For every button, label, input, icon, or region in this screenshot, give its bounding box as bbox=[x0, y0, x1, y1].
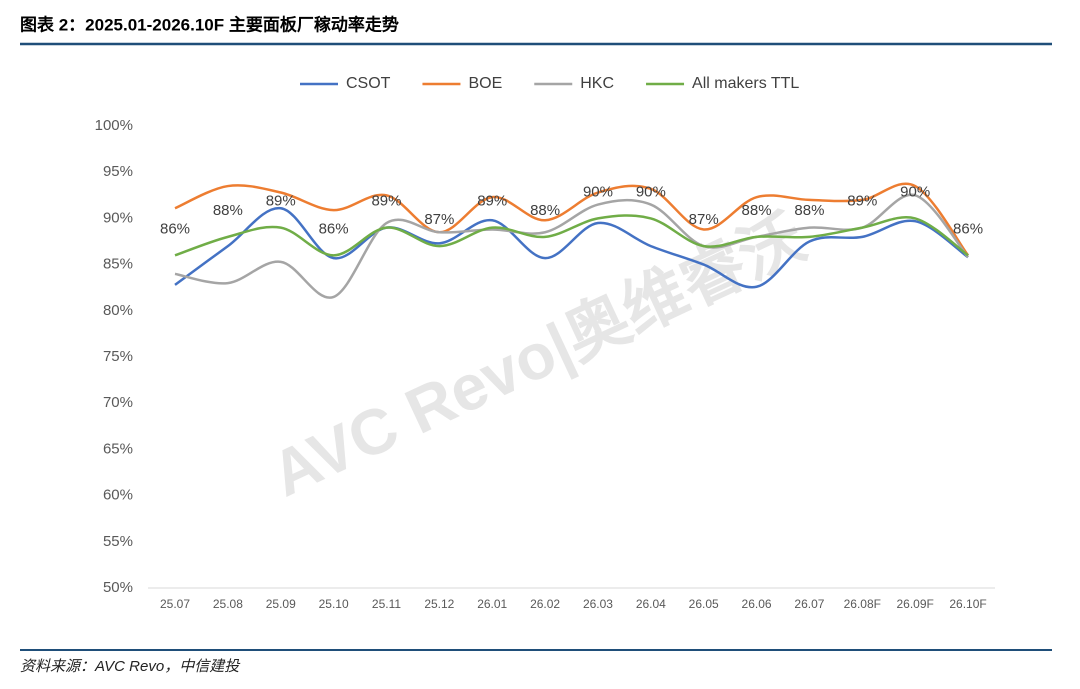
data-label: 90% bbox=[583, 183, 613, 200]
data-label: 89% bbox=[477, 193, 507, 210]
x-tick-label: 26.07 bbox=[794, 597, 824, 611]
data-label: 89% bbox=[847, 193, 877, 210]
legend-label: CSOT bbox=[346, 75, 391, 92]
y-tick-label: 75% bbox=[103, 348, 133, 365]
y-tick-label: 100% bbox=[95, 117, 133, 134]
series-line bbox=[174, 182, 970, 257]
x-tick-label: 25.12 bbox=[424, 597, 454, 611]
x-tick-label: 25.09 bbox=[266, 597, 296, 611]
x-tick-label: 25.08 bbox=[213, 597, 243, 611]
x-tick-label: 26.05 bbox=[689, 597, 719, 611]
x-tick-label: 25.07 bbox=[160, 597, 190, 611]
x-tick-label: 26.06 bbox=[742, 597, 772, 611]
source: 资料来源：AVC Revo，中信建投 bbox=[20, 658, 241, 675]
x-tick-label: 26.03 bbox=[583, 597, 613, 611]
data-label: 88% bbox=[530, 202, 560, 219]
y-tick-label: 90% bbox=[103, 209, 133, 226]
y-tick-label: 50% bbox=[103, 579, 133, 596]
data-label: 90% bbox=[636, 183, 666, 200]
y-tick-label: 80% bbox=[103, 302, 133, 319]
x-tick-label: 26.10F bbox=[949, 597, 986, 611]
plot: 50% 55% 60% 65% 70% 75% 80% 85% 90% 95% 100% 25.07 2… bbox=[95, 75, 995, 611]
data-label: 86% bbox=[319, 220, 349, 237]
x-tick-label: 26.09F bbox=[897, 597, 934, 611]
y-tick-label: 55% bbox=[103, 533, 133, 550]
x-tick-label: 25.10 bbox=[319, 597, 349, 611]
x-tick-label: 26.04 bbox=[636, 597, 666, 611]
y-tick-label: 70% bbox=[103, 394, 133, 411]
x-tick-label: 26.02 bbox=[530, 597, 560, 611]
data-label: 88% bbox=[794, 202, 824, 219]
series-line bbox=[174, 206, 969, 289]
figure-title: 图表 2：2025.01-2026.10F 主要面板厂稼动率走势 bbox=[20, 14, 399, 34]
x-tick-label: 26.08F bbox=[844, 597, 881, 611]
data-label: 89% bbox=[371, 193, 401, 210]
y-tick-label: 85% bbox=[103, 256, 133, 273]
data-label: 86% bbox=[953, 220, 983, 237]
legend-label: BOE bbox=[468, 75, 502, 92]
series-line bbox=[174, 214, 969, 257]
x-tick-label: 26.01 bbox=[477, 597, 507, 611]
data-label: 86% bbox=[160, 220, 190, 237]
y-tick-label: 60% bbox=[103, 487, 133, 504]
data-label: 87% bbox=[689, 211, 719, 228]
data-label: 88% bbox=[742, 202, 772, 219]
legend-label: All makers TTL bbox=[692, 75, 799, 92]
data-label: 87% bbox=[424, 211, 454, 228]
data-label: 90% bbox=[900, 183, 930, 200]
data-label: 89% bbox=[266, 193, 296, 210]
data-label: 88% bbox=[213, 202, 243, 219]
legend-label: HKC bbox=[580, 75, 614, 92]
y-tick-label: 95% bbox=[103, 163, 133, 180]
x-tick-label: 25.11 bbox=[372, 597, 401, 611]
watermark: AVC Revo|奥维睿沃 bbox=[260, 201, 815, 512]
y-tick-label: 65% bbox=[103, 440, 133, 457]
series-line bbox=[174, 193, 970, 299]
